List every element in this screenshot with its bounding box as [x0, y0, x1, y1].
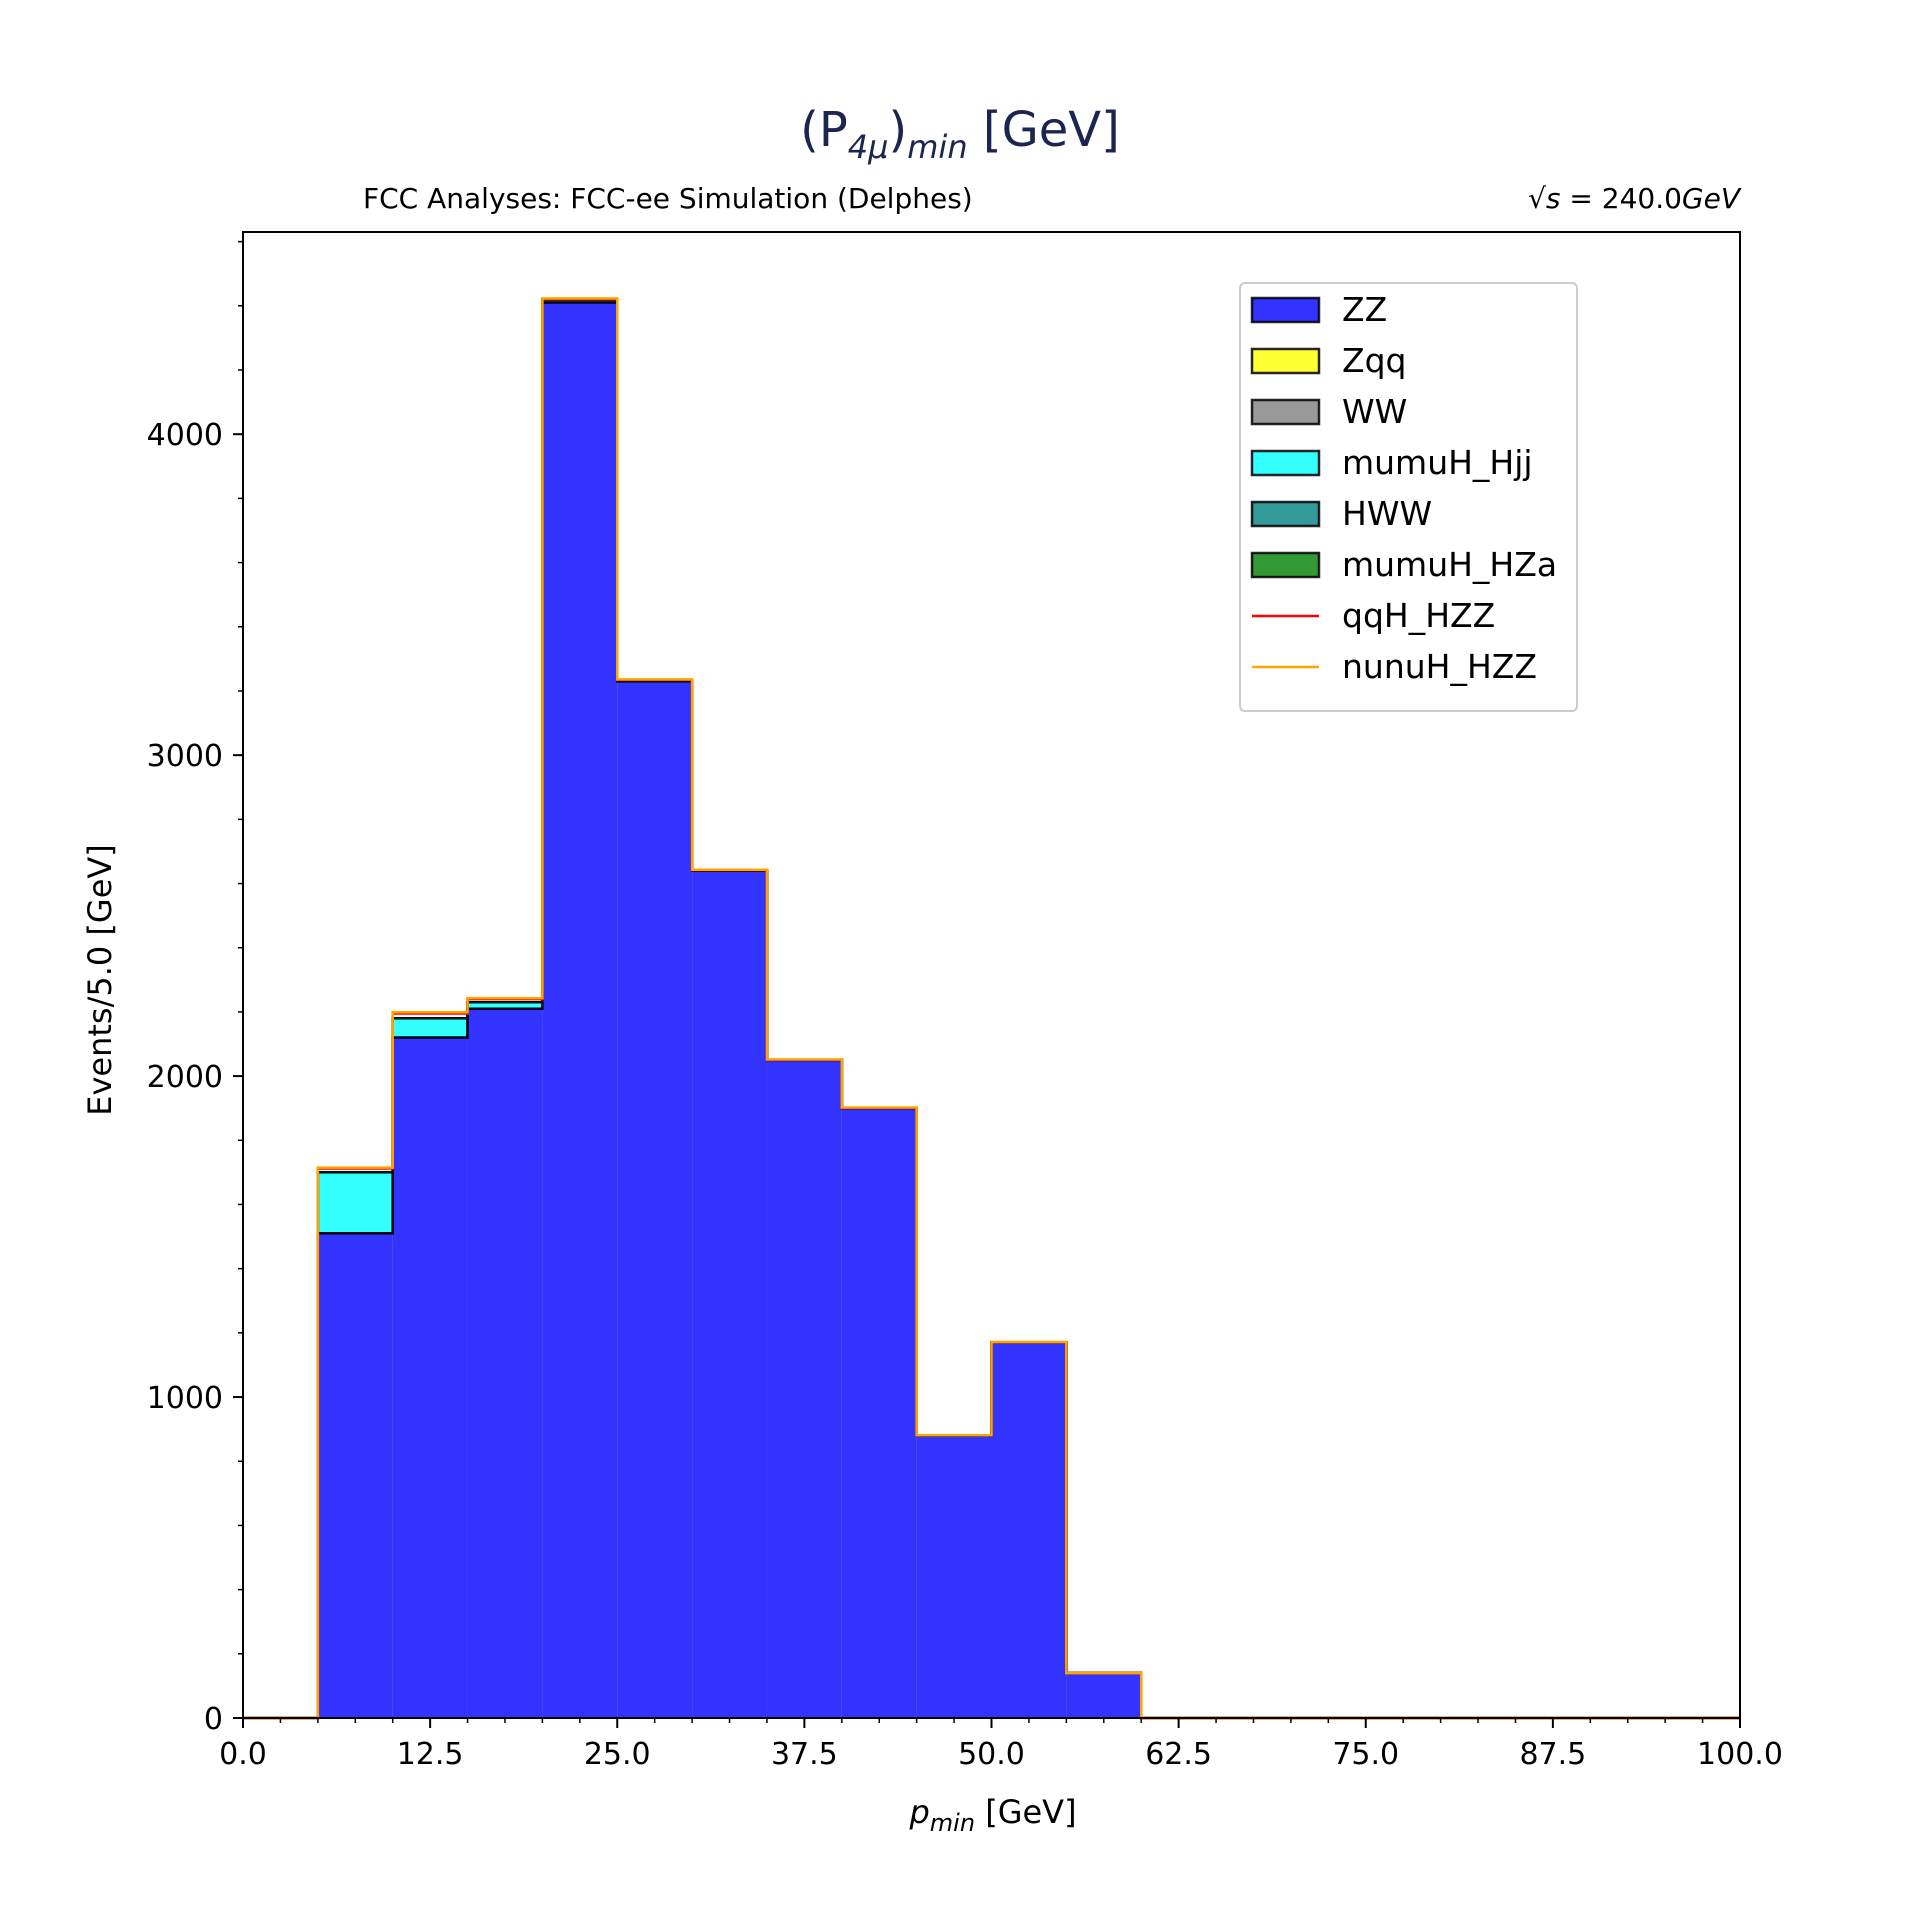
- y-tick-label: 1000: [147, 1381, 223, 1416]
- legend-box: [1239, 282, 1578, 712]
- bar-zz: [692, 870, 767, 1718]
- legend: ZZ Zqq WW mumuH_Hjj HWW mumuH_HZa qqH_HZZ nunuH…: [1239, 282, 1578, 712]
- bar-zz: [916, 1435, 992, 1718]
- bar-zz: [617, 681, 693, 1718]
- legend-label-zqq: Zqq: [1342, 341, 1407, 380]
- bar-zz: [542, 302, 618, 1718]
- bar-zz: [1066, 1673, 1142, 1718]
- x-tick-label: 50.0: [958, 1737, 1025, 1772]
- legend-label-zz: ZZ: [1342, 290, 1387, 329]
- legend-label-nunuh-hzz: nunuH_HZZ: [1342, 647, 1537, 686]
- x-tick-label: 25.0: [584, 1737, 651, 1772]
- legend-label-mumuh-hjj: mumuH_Hjj: [1342, 443, 1533, 482]
- subtitle-right: √s = 240.0GeV: [1528, 182, 1742, 215]
- axes: 0.0 12.5 25.0 37.5 50.0 62.5 75.0 87.5 100.0 0 100…: [147, 231, 1783, 1772]
- legend-swatch-mumuh-hza: [1250, 551, 1321, 579]
- legend-swatch-zqq: [1250, 347, 1321, 375]
- y-tick-label: 4000: [147, 418, 223, 453]
- bar-zz: [467, 1008, 543, 1718]
- legend-swatch-mumuh-hjj: [1250, 449, 1321, 477]
- subtitle-left: FCC Analyses: FCC-ee Simulation (Delphes…: [363, 182, 973, 215]
- x-tick-label: 62.5: [1145, 1737, 1212, 1772]
- legend-label-mumuh-hza: mumuH_HZa: [1342, 545, 1557, 584]
- y-tick-label: 3000: [147, 739, 223, 774]
- x-tick-label: 87.5: [1519, 1737, 1586, 1772]
- legend-label-qqh-hzz: qqH_HZZ: [1342, 596, 1495, 635]
- x-axis-label: pmin [GeV]: [908, 1793, 1076, 1837]
- y-axis-label: Events/5.0 [GeV]: [81, 844, 119, 1116]
- legend-swatch-hww: [1250, 500, 1321, 528]
- x-tick-label: 37.5: [771, 1737, 838, 1772]
- y-tick-label: 0: [204, 1702, 223, 1737]
- legend-label-ww: WW: [1342, 392, 1407, 431]
- legend-swatch-zz: [1250, 296, 1321, 324]
- legend-label-hww: HWW: [1342, 494, 1432, 533]
- bar-zz: [392, 1037, 468, 1718]
- x-tick-label: 0.0: [219, 1737, 267, 1772]
- y-tick-label: 2000: [147, 1060, 223, 1095]
- chart-title: (P4μ)min [GeV]: [800, 102, 1120, 166]
- bar-zz: [317, 1233, 393, 1718]
- legend-swatch-ww: [1250, 398, 1321, 426]
- x-tick-label: 75.0: [1332, 1737, 1399, 1772]
- x-tick-label: 12.5: [397, 1737, 464, 1772]
- bar-zz: [841, 1108, 917, 1718]
- bar-zz: [766, 1060, 842, 1718]
- plot-area: [243, 297, 1740, 1720]
- x-tick-label: 100.0: [1697, 1737, 1783, 1772]
- bar-zz: [991, 1342, 1067, 1718]
